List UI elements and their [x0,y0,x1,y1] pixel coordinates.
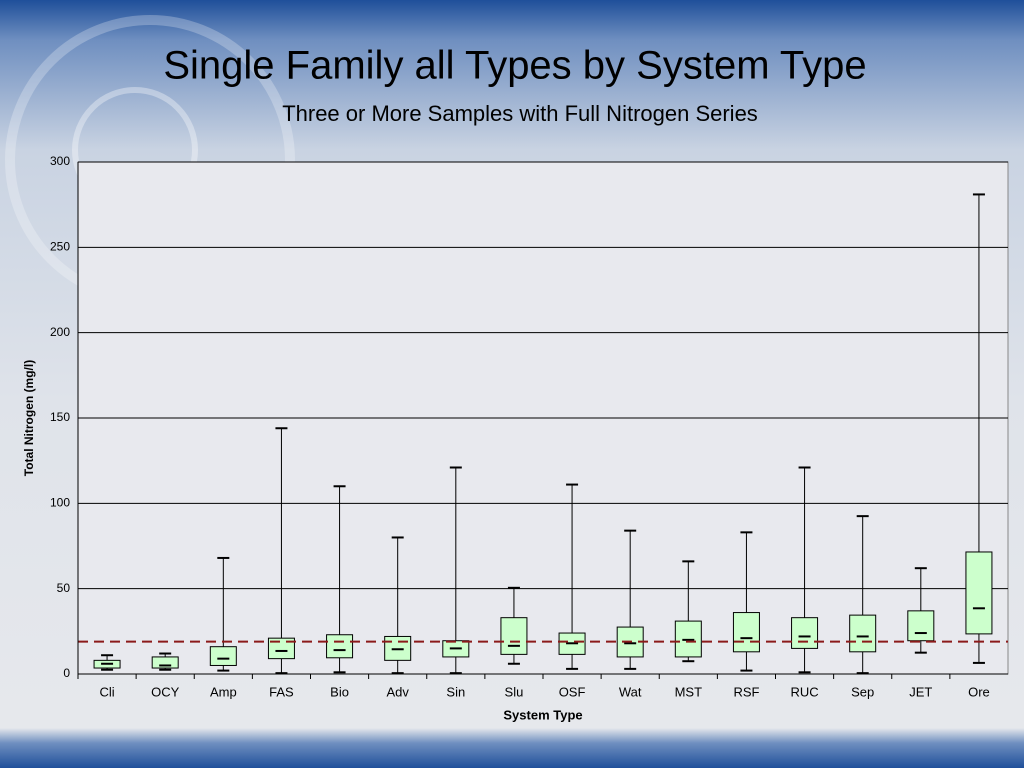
box [209,646,237,666]
box [732,612,760,653]
y-tick-label: 50 [57,581,71,595]
x-tick-label: Cli [99,684,114,699]
x-tick-label: Bio [330,684,349,699]
y-tick-label: 200 [50,325,70,339]
footer-band [0,728,1024,768]
y-tick-label: 150 [50,410,70,424]
x-tick-label: RSF [733,684,759,699]
x-tick-label: FAS [269,684,294,699]
box [791,617,819,649]
box [500,617,528,655]
chart-subtitle: Three or More Samples with Full Nitrogen… [282,101,758,126]
x-tick-label: OCY [151,684,180,699]
box [326,634,354,659]
y-tick-label: 250 [50,240,70,254]
x-tick-label: Slu [505,684,524,699]
box [267,637,295,660]
x-tick-label: Sep [851,684,874,699]
x-tick-label: RUC [790,684,818,699]
y-tick-label: 300 [50,154,70,168]
box [849,614,877,653]
x-tick-label: Sin [446,684,465,699]
y-tick-label: 100 [50,496,70,510]
x-tick-label: Amp [210,684,237,699]
box [907,610,935,642]
box [151,656,179,669]
x-tick-label: OSF [559,684,586,699]
x-tick-label: Wat [619,684,642,699]
x-tick-label: Ore [968,684,990,699]
x-axis-label: System Type [503,707,582,722]
y-tick-label: 0 [63,666,70,680]
x-tick-label: JET [909,684,932,699]
box [965,551,993,635]
y-axis-label: Total Nitrogen (mg/l) [22,360,36,476]
x-tick-label: MST [675,684,703,699]
x-tick-label: Adv [386,684,409,699]
chart-title: Single Family all Types by System Type [163,44,866,88]
